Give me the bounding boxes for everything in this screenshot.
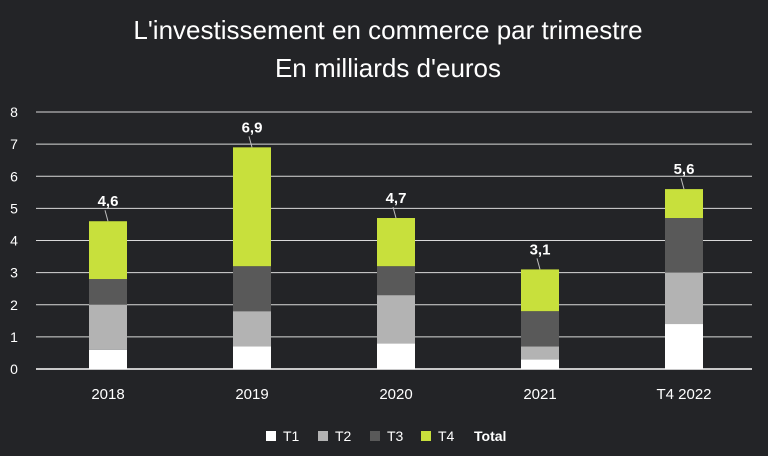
y-tick-label: 7 <box>10 136 18 152</box>
x-tick-label: 2019 <box>235 386 268 403</box>
bar-t3 <box>89 279 127 305</box>
bar-t4 <box>89 221 127 280</box>
bar-t2 <box>89 304 127 350</box>
legend-swatch-t2 <box>318 431 328 441</box>
total-data-label: 6,9 <box>242 119 263 136</box>
total-leader-line <box>536 258 541 270</box>
y-tick-label: 8 <box>10 104 18 120</box>
bar-t1 <box>665 324 703 369</box>
bar-t2 <box>521 346 559 360</box>
x-tick-label: 2018 <box>91 386 124 403</box>
total-data-label: 4,7 <box>386 190 407 207</box>
x-tick-label: T4 2022 <box>656 386 711 403</box>
y-tick-label: 1 <box>10 329 18 345</box>
y-tick-label: 6 <box>10 168 18 184</box>
total-leader-line <box>680 177 685 190</box>
bar-t3 <box>521 311 559 347</box>
legend-label-t4: T4 <box>438 428 455 444</box>
bar-t2 <box>233 311 271 347</box>
y-tick-label: 5 <box>10 200 18 216</box>
bar-t1 <box>233 346 271 369</box>
bar-t4 <box>521 269 559 312</box>
bar-t4 <box>233 147 271 267</box>
legend-label-t3: T3 <box>387 428 404 444</box>
bar-t3 <box>665 218 703 273</box>
x-tick-label: 2021 <box>523 386 556 403</box>
bar-t4 <box>377 218 415 267</box>
x-tick-label: 2020 <box>379 386 412 403</box>
bar-t2 <box>665 272 703 325</box>
total-leader-line <box>104 210 109 222</box>
legend-label-t1: T1 <box>283 428 300 444</box>
legend-swatch-t4 <box>421 431 431 441</box>
total-data-label: 5,6 <box>674 161 695 178</box>
legend-label-t2: T2 <box>335 428 352 444</box>
legend-label-total: Total <box>474 428 506 444</box>
total-leader-line <box>392 206 397 219</box>
bar-t1 <box>89 349 127 369</box>
chart-title: L'investissement en commerce par trimest… <box>133 15 642 45</box>
y-tick-label: 2 <box>10 297 18 313</box>
total-data-label: 3,1 <box>530 241 551 258</box>
bar-t3 <box>233 266 271 312</box>
y-tick-label: 4 <box>10 233 18 249</box>
bar-t3 <box>377 266 415 296</box>
total-data-label: 4,6 <box>98 193 119 210</box>
legend-swatch-t3 <box>370 431 380 441</box>
bar-t1 <box>377 343 415 369</box>
bar-t2 <box>377 295 415 344</box>
bar-t4 <box>665 189 703 219</box>
y-tick-label: 3 <box>10 265 18 281</box>
bar-t1 <box>521 359 559 369</box>
total-leader-line <box>248 136 253 148</box>
chart-subtitle: En milliards d'euros <box>275 53 501 83</box>
legend-swatch-t1 <box>266 431 276 441</box>
y-tick-label: 0 <box>10 361 18 377</box>
